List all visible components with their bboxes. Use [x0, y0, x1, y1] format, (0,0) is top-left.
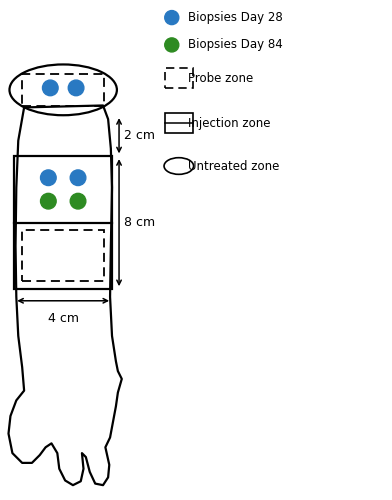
Bar: [22, 230, 104, 281]
Text: Biopsies Day 28: Biopsies Day 28: [188, 11, 283, 24]
Text: Untreated zone: Untreated zone: [188, 160, 279, 172]
Circle shape: [165, 38, 179, 52]
Circle shape: [40, 170, 56, 186]
Text: Biopsies Day 84: Biopsies Day 84: [188, 38, 283, 52]
Text: 2 cm: 2 cm: [124, 129, 155, 142]
Text: Injection zone: Injection zone: [188, 116, 271, 130]
Bar: [165, 68, 193, 88]
Circle shape: [70, 170, 86, 186]
Circle shape: [42, 80, 58, 96]
Bar: [22, 74, 104, 106]
Text: 4 cm: 4 cm: [48, 312, 79, 326]
Circle shape: [70, 194, 86, 209]
Circle shape: [68, 80, 84, 96]
Text: Probe zone: Probe zone: [188, 72, 254, 85]
Text: 8 cm: 8 cm: [124, 216, 155, 229]
Circle shape: [165, 10, 179, 24]
Bar: [15, 156, 112, 289]
Circle shape: [40, 194, 56, 209]
Bar: [165, 113, 193, 133]
